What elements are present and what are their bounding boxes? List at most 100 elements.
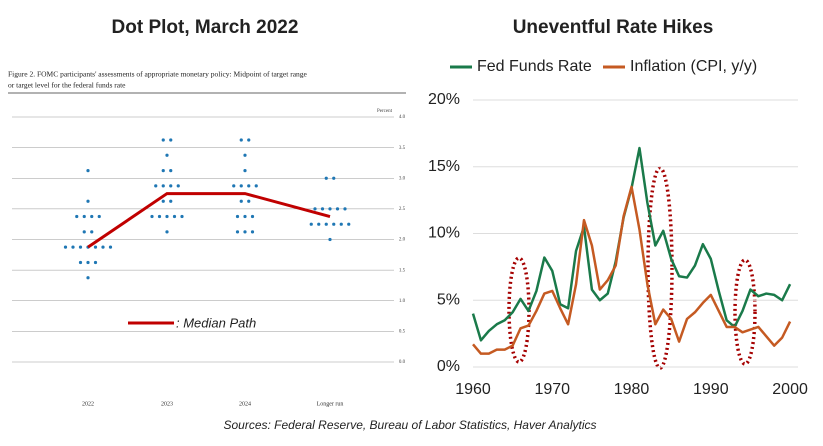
series-line xyxy=(471,146,792,342)
x-tick-label: 1960 xyxy=(455,381,491,398)
y-tick-label: 0.0 xyxy=(399,360,406,365)
y-tick-label: 5% xyxy=(437,291,460,308)
dot xyxy=(239,199,243,203)
dot xyxy=(108,245,113,249)
caption: or target level for the federal funds ra… xyxy=(8,81,126,90)
y-tick-label: 2.5 xyxy=(399,207,406,212)
dot xyxy=(78,245,83,249)
dot xyxy=(250,214,255,219)
dot xyxy=(161,168,165,173)
y-tick-label: 20% xyxy=(428,91,460,108)
annotations xyxy=(507,166,757,370)
dot xyxy=(328,237,332,242)
y-tick-label: 1.5 xyxy=(399,268,406,273)
legend-label: Inflation (CPI, y/y) xyxy=(630,58,757,75)
axis-label: Percent xyxy=(377,109,393,114)
dot xyxy=(75,214,79,219)
dot xyxy=(93,245,98,249)
dot xyxy=(82,214,86,219)
chart-title: Uneventful Rate Hikes xyxy=(513,17,714,38)
dot xyxy=(93,260,98,265)
dot xyxy=(250,230,255,234)
dot xyxy=(90,230,94,234)
dot xyxy=(169,199,173,203)
dot xyxy=(165,230,169,234)
dot xyxy=(86,199,90,203)
dot xyxy=(332,222,336,226)
y-tick-label: 15% xyxy=(428,158,460,175)
dot xyxy=(86,260,90,265)
dot xyxy=(86,168,90,173)
dot xyxy=(161,184,165,188)
dot xyxy=(97,214,101,219)
dot xyxy=(239,184,243,188)
dot xyxy=(317,222,321,226)
highlight-ellipse xyxy=(733,258,757,366)
dot xyxy=(90,214,94,219)
dot xyxy=(169,168,173,173)
dot xyxy=(154,184,158,188)
chart-title: Dot Plot, March 2022 xyxy=(112,17,299,38)
dot xyxy=(235,214,240,219)
dot xyxy=(243,214,247,219)
y-tick-label: 0% xyxy=(437,358,460,375)
y-tick-label: 10% xyxy=(428,225,460,242)
dot xyxy=(247,184,251,188)
dot xyxy=(339,222,343,226)
legend-label: : Median Path xyxy=(176,315,256,330)
dot xyxy=(157,214,162,219)
x-tick-label: 1990 xyxy=(693,381,729,398)
dot xyxy=(86,276,90,280)
dot xyxy=(176,184,180,188)
x-tick-label: 2000 xyxy=(772,381,808,398)
legend-label: Fed Funds Rate xyxy=(477,58,592,75)
dot xyxy=(165,153,169,157)
dot xyxy=(243,153,247,157)
y-tick-label: 4.0 xyxy=(399,115,406,120)
y-tick-label: 0.5 xyxy=(399,330,406,335)
dot xyxy=(243,230,247,234)
dot xyxy=(328,207,332,211)
dot xyxy=(343,207,347,211)
dot xyxy=(180,214,184,219)
dot xyxy=(347,222,351,226)
dot xyxy=(71,245,75,249)
dot xyxy=(324,176,328,180)
series-line xyxy=(472,185,792,355)
dot xyxy=(332,176,336,180)
dot xyxy=(309,222,313,226)
dot xyxy=(82,230,86,234)
dot xyxy=(247,138,251,142)
x-tick-label: 2023 xyxy=(161,401,173,407)
dot xyxy=(239,138,243,142)
caption: Figure 2. FOMC participants' assessments… xyxy=(8,70,308,79)
dot xyxy=(101,245,105,249)
x-tick-label: Longer run xyxy=(317,401,344,407)
y-tick-label: 2.0 xyxy=(399,238,406,243)
x-tick-label: 1980 xyxy=(614,381,650,398)
dot xyxy=(161,199,165,203)
dot xyxy=(324,222,328,226)
dot xyxy=(243,168,247,173)
dot xyxy=(313,207,317,211)
x-tick-label: 2022 xyxy=(82,401,94,407)
dot xyxy=(172,214,177,219)
dot xyxy=(150,214,154,219)
dot xyxy=(335,207,340,211)
dot xyxy=(63,245,68,249)
x-tick-label: 2024 xyxy=(239,401,251,407)
dot xyxy=(169,138,173,142)
source-note: Sources: Federal Reserve, Bureau of Labo… xyxy=(223,418,596,432)
dot xyxy=(161,138,165,142)
y-tick-label: 3.5 xyxy=(399,146,406,151)
dot xyxy=(78,260,83,265)
dot xyxy=(254,184,258,188)
dot xyxy=(232,184,236,188)
y-tick-label: 3.0 xyxy=(399,176,406,181)
dot xyxy=(247,199,251,203)
highlight-ellipse xyxy=(646,166,674,370)
median-line xyxy=(87,192,331,249)
x-tick-label: 1970 xyxy=(534,381,570,398)
dot xyxy=(320,207,325,211)
